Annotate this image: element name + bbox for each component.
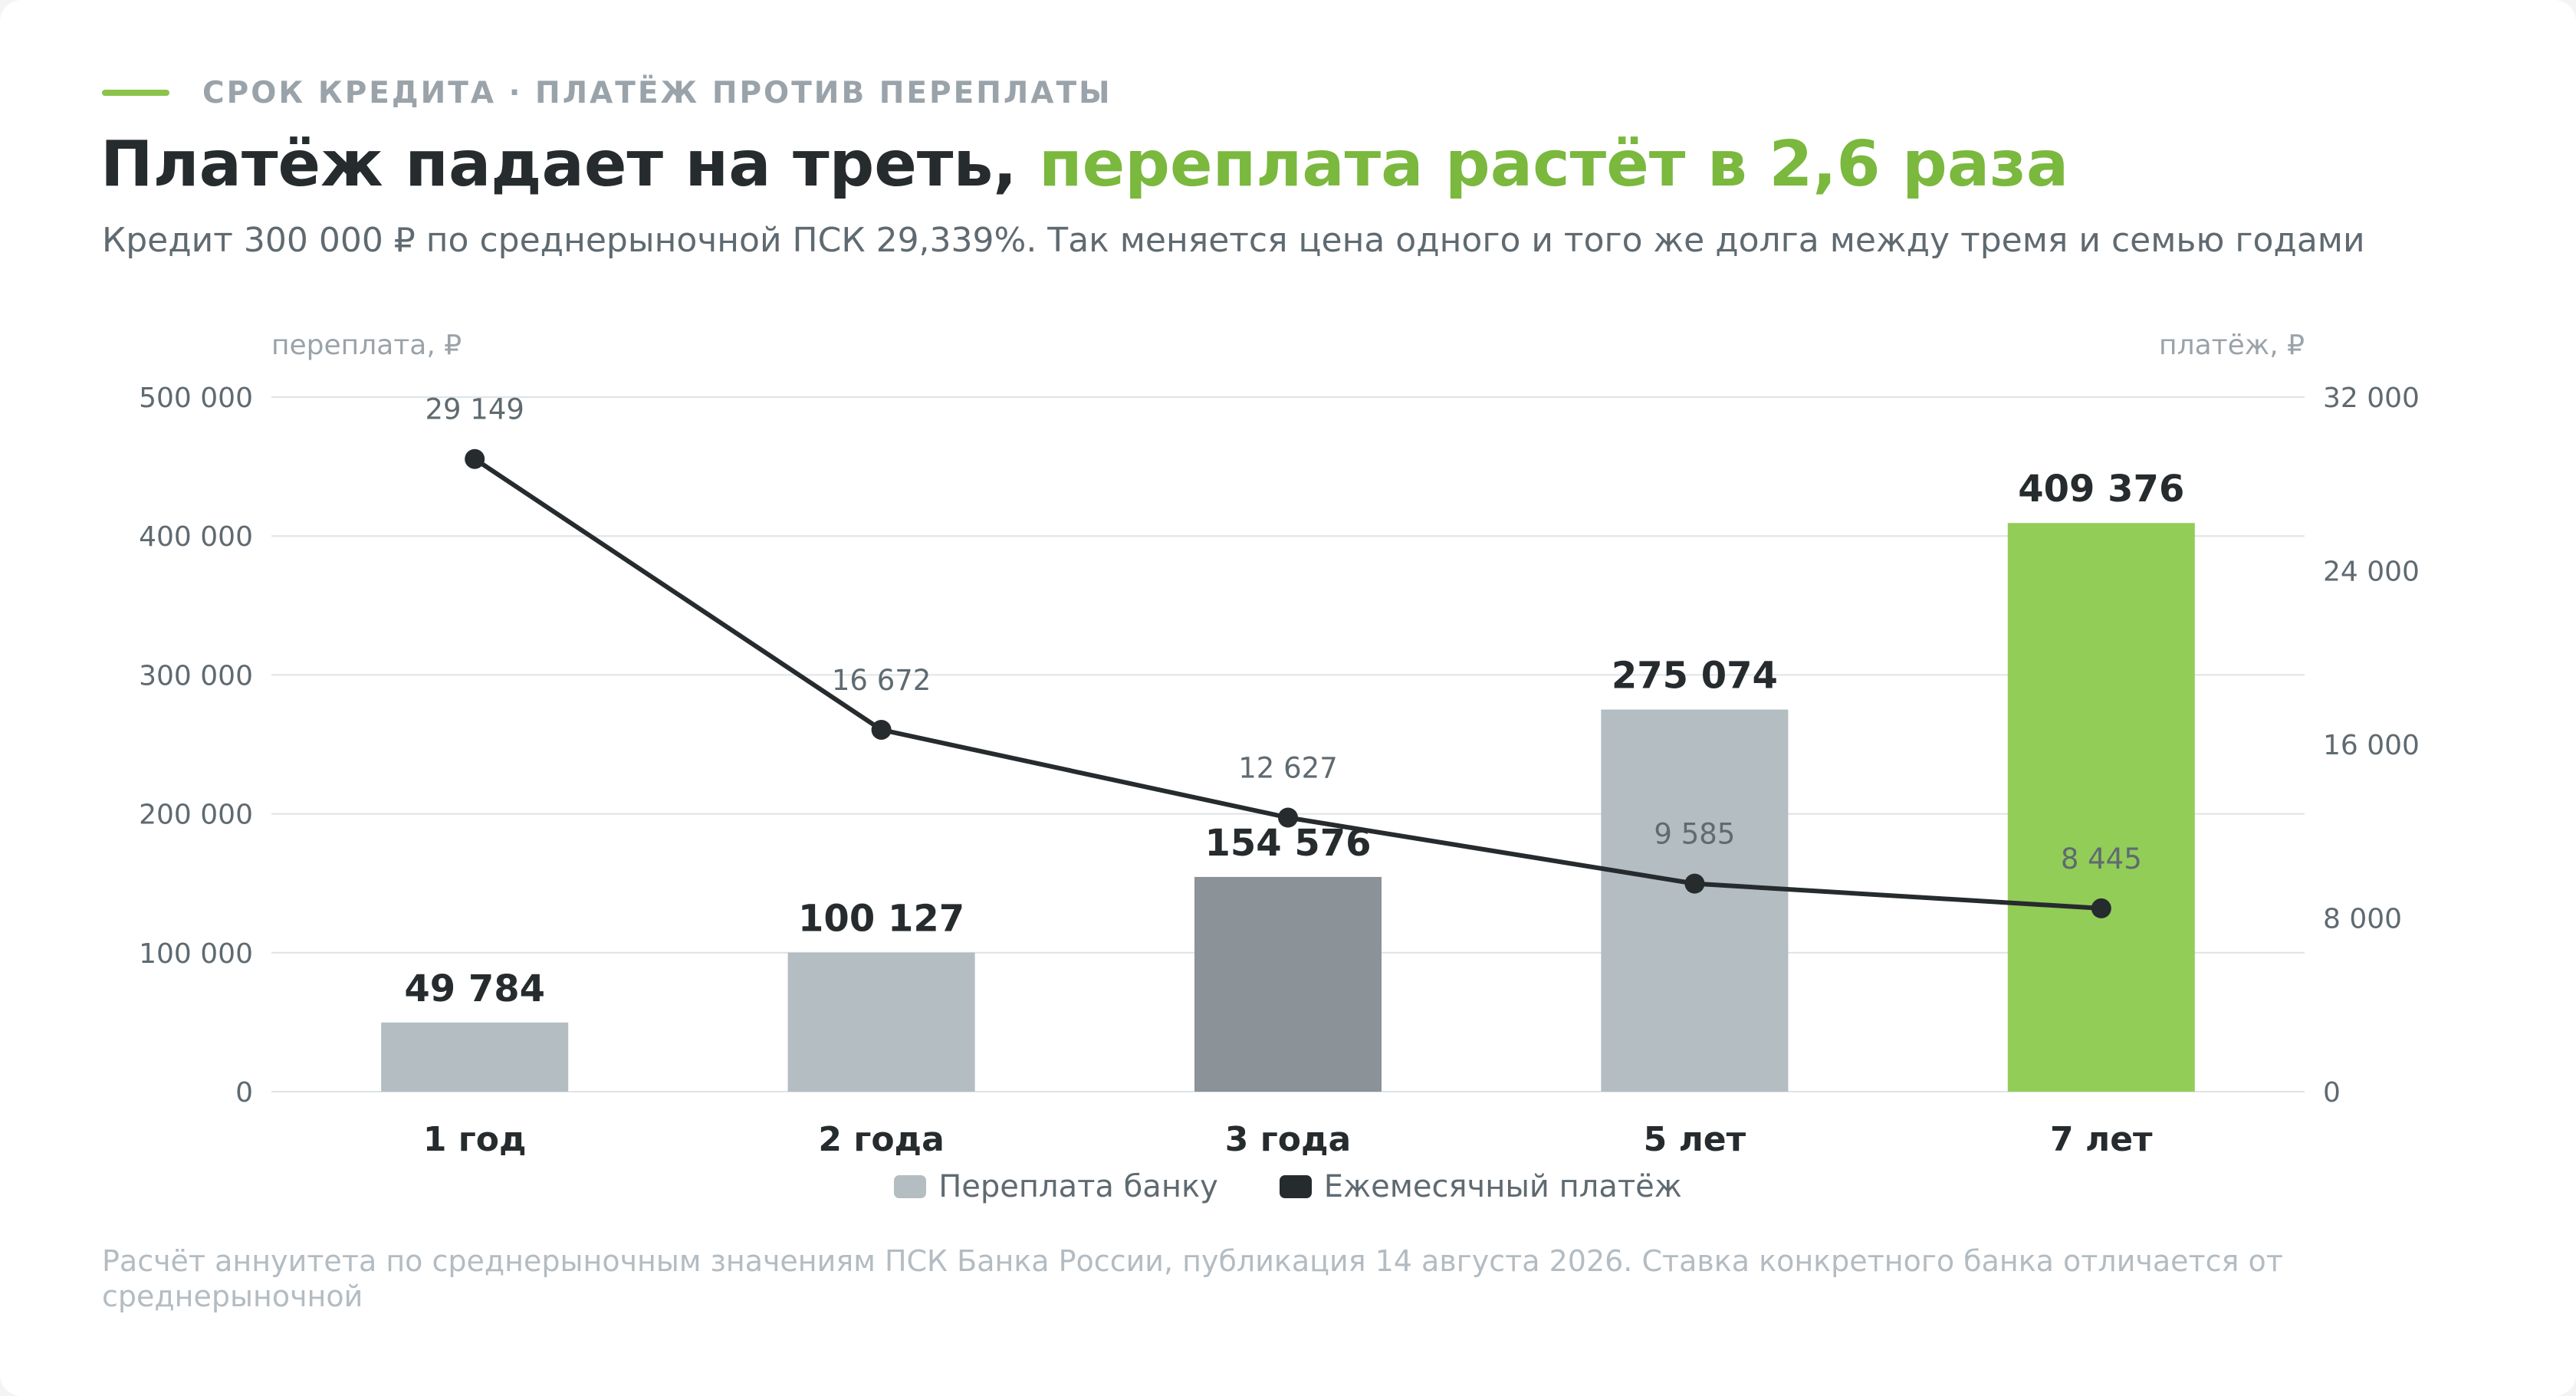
legend-item-payment: Ежемесячный платёж: [1279, 1169, 1682, 1204]
y-right-tick-label: 24 000: [2323, 557, 2420, 588]
y-left-tick-label: 400 000: [139, 521, 253, 553]
line-value-label: 29 149: [425, 393, 524, 426]
y-right-tick-label: 8 000: [2323, 904, 2402, 935]
line-value-label: 8 445: [2061, 843, 2142, 875]
legend-swatch-payment: [1279, 1175, 1312, 1198]
title-main: Платёж падает на треть,: [100, 128, 1039, 201]
x-tick-label: 7 лет: [2050, 1120, 2153, 1159]
title-accent: переплата растёт в 2,6 раза: [1039, 128, 2069, 201]
y-right-tick-label: 32 000: [2323, 383, 2420, 414]
y-left-tick-label: 0: [235, 1077, 253, 1109]
page-title: Платёж падает на треть, переплата растёт…: [100, 123, 2068, 207]
x-tick-label: 2 года: [818, 1120, 944, 1159]
bar-value-label: 409 376: [2018, 468, 2184, 511]
combo-chart: 0 100 000 200 000 300 000 400 000 500 000 0 8 0…: [139, 330, 2420, 1159]
kicker: СРОК КРЕДИТА · ПЛАТЁЖ ПРОТИВ ПЕРЕПЛАТЫ: [102, 74, 1112, 112]
bar: [1194, 876, 1382, 1092]
subtitle: Кредит 300 000 ₽ по среднерыночной ПСК 2…: [102, 221, 2365, 260]
line-value-label: 12 627: [1238, 751, 1337, 784]
kicker-text: СРОК КРЕДИТА · ПЛАТЁЖ ПРОТИВ ПЕРЕПЛАТЫ: [202, 75, 1112, 110]
bar: [2007, 523, 2195, 1092]
bar-value-label: 100 127: [798, 898, 964, 941]
line-point: [465, 448, 485, 469]
line-value-label: 16 672: [832, 664, 931, 697]
line-point: [1278, 807, 1298, 828]
bar-value-label: 275 074: [1612, 655, 1778, 698]
x-tick-label: 1 год: [423, 1120, 527, 1159]
line-point: [871, 719, 892, 740]
legend-item-overpayment: Переплата банку: [894, 1169, 1218, 1204]
x-tick-label: 5 лет: [1644, 1120, 1746, 1159]
x-tick-label: 3 года: [1225, 1120, 1351, 1159]
legend-swatch-overpayment: [894, 1175, 927, 1198]
legend-label-payment: Ежемесячный платёж: [1323, 1169, 1682, 1204]
bar: [787, 952, 975, 1092]
y-left-tick-label: 200 000: [139, 800, 253, 831]
y-left-axis-title: переплата, ₽: [271, 330, 462, 361]
bar-value-label: 49 784: [404, 967, 545, 1010]
y-left-tick-label: 500 000: [139, 383, 253, 414]
y-left-tick-label: 300 000: [139, 660, 253, 691]
line-point: [1684, 873, 1705, 894]
y-right-tick-label: 16 000: [2323, 730, 2420, 761]
legend-label-overpayment: Переплата банку: [938, 1169, 1218, 1204]
line-value-label: 9 585: [1654, 818, 1735, 851]
bar: [1601, 709, 1789, 1092]
y-left-tick-label: 100 000: [139, 938, 253, 970]
kicker-accent-line: [102, 90, 169, 96]
bar: [381, 1022, 569, 1092]
y-right-axis-title: платёж, ₽: [2159, 330, 2305, 361]
footnote: Расчёт аннуитета по среднерыночным значе…: [102, 1244, 2283, 1313]
line-point: [2091, 898, 2111, 918]
y-right-tick-label: 0: [2323, 1077, 2341, 1109]
chart-legend: Переплата банку Ежемесячный платёж: [0, 1169, 2576, 1204]
